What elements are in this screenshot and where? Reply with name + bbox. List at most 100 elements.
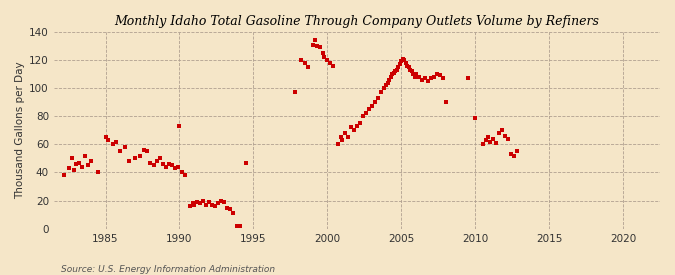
Point — [300, 61, 310, 65]
Point — [470, 116, 481, 120]
Point — [337, 138, 348, 142]
Point — [200, 203, 211, 207]
Point — [174, 124, 185, 128]
Point — [290, 90, 300, 95]
Point — [400, 61, 411, 65]
Point — [312, 44, 323, 48]
Point — [115, 149, 126, 153]
Point — [138, 148, 149, 152]
Point — [500, 134, 510, 138]
Point — [328, 64, 339, 68]
Point — [215, 198, 226, 203]
Point — [111, 139, 122, 144]
Point — [346, 125, 356, 130]
Point — [363, 107, 374, 111]
Point — [485, 139, 495, 144]
Point — [59, 173, 70, 177]
Point — [317, 51, 328, 55]
Point — [173, 165, 184, 169]
Point — [325, 61, 335, 65]
Point — [100, 135, 111, 139]
Point — [124, 159, 134, 163]
Point — [103, 138, 114, 142]
Point — [207, 203, 217, 207]
Point — [307, 42, 318, 47]
Point — [107, 142, 118, 147]
Point — [429, 75, 439, 79]
Point — [357, 114, 368, 119]
Point — [332, 142, 343, 147]
Point — [219, 200, 230, 204]
Point — [392, 68, 402, 72]
Point — [158, 162, 169, 166]
Point — [302, 65, 313, 69]
Point — [491, 141, 502, 145]
Point — [161, 165, 171, 169]
Point — [434, 73, 445, 78]
Point — [419, 76, 430, 81]
Point — [381, 83, 392, 87]
Point — [354, 121, 365, 125]
Point — [335, 135, 346, 139]
Point — [204, 200, 215, 204]
Point — [167, 163, 178, 168]
Point — [152, 159, 163, 163]
Text: Source: U.S. Energy Information Administration: Source: U.S. Energy Information Administ… — [61, 265, 275, 274]
Point — [425, 76, 436, 81]
Point — [408, 72, 418, 76]
Point — [232, 224, 242, 228]
Point — [378, 86, 389, 90]
Point — [387, 72, 398, 76]
Point — [493, 131, 504, 135]
Point — [80, 153, 90, 158]
Point — [348, 128, 359, 133]
Point — [315, 45, 325, 50]
Point — [235, 224, 246, 228]
Point — [177, 170, 188, 175]
Point — [414, 75, 425, 79]
Point — [209, 204, 220, 208]
Point — [502, 136, 513, 141]
Point — [437, 76, 448, 81]
Point — [310, 38, 321, 43]
Point — [184, 204, 195, 208]
Point — [431, 72, 442, 76]
Point — [372, 96, 383, 100]
Point — [410, 72, 421, 76]
Point — [319, 55, 330, 59]
Point — [227, 211, 238, 215]
Point — [508, 153, 519, 158]
Point — [409, 75, 420, 79]
Point — [398, 56, 408, 61]
Point — [375, 90, 386, 95]
Point — [385, 75, 396, 79]
Point — [63, 166, 74, 170]
Point — [240, 160, 251, 165]
Point — [343, 135, 354, 139]
Point — [403, 65, 414, 69]
Point — [352, 124, 362, 128]
Point — [322, 58, 333, 62]
Point — [149, 163, 160, 168]
Point — [295, 58, 306, 62]
Point — [180, 173, 191, 177]
Point — [213, 201, 223, 205]
Point — [192, 200, 202, 204]
Point — [69, 167, 80, 172]
Point — [477, 142, 488, 147]
Point — [360, 111, 371, 116]
Point — [462, 76, 473, 81]
Point — [134, 153, 145, 158]
Point — [82, 163, 93, 168]
Point — [416, 78, 427, 82]
Point — [340, 131, 350, 135]
Point — [224, 207, 235, 211]
Point — [142, 149, 153, 153]
Point — [388, 70, 399, 75]
Point — [480, 138, 491, 142]
Point — [92, 170, 103, 175]
Point — [74, 160, 84, 165]
Point — [189, 203, 200, 207]
Point — [169, 166, 180, 170]
Point — [399, 58, 410, 62]
